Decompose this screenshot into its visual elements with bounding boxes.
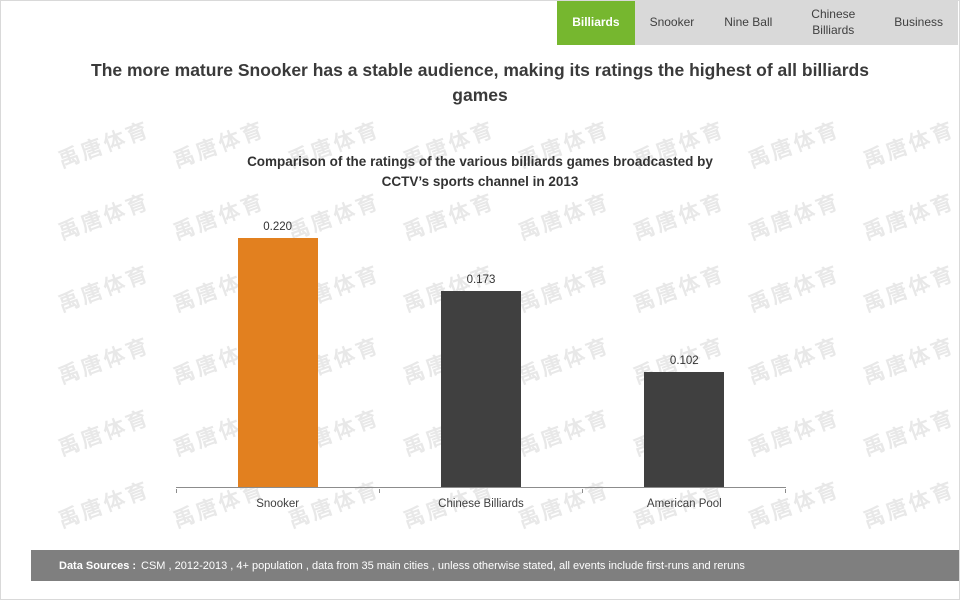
category-label-snooker: Snooker (256, 498, 300, 510)
axis-tick (176, 489, 177, 493)
bar-group-snooker: 0.220 (176, 205, 379, 487)
bar-group-chinese-billiards: 0.173 (379, 205, 582, 487)
category-axis: Snooker Chinese Billiards American Pool (176, 498, 786, 510)
chart-title-text: Comparison of the ratings of the various… (247, 154, 713, 189)
tab-snooker[interactable]: Snooker (634, 1, 710, 45)
bar-group-american-pool: 0.102 (583, 205, 786, 487)
value-label-snooker: 0.220 (263, 221, 293, 233)
tab-chinese-billiards[interactable]: Chinese Billiards (787, 1, 880, 45)
category-label-american-pool: American Pool (646, 498, 722, 510)
page-headline-text: The more mature Snooker has a stable aud… (91, 60, 869, 106)
tab-billiards[interactable]: Billiards (557, 1, 635, 45)
category-label-chinese-billiards: Chinese Billiards (438, 498, 524, 510)
tab-nine-ball[interactable]: Nine Ball (709, 1, 788, 45)
top-nav: Billiards Snooker Nine Ball Chinese Bill… (557, 1, 958, 45)
axis-tick (379, 489, 380, 493)
value-label-chinese-billiards: 0.173 (466, 274, 496, 286)
value-label-american-pool: 0.102 (669, 355, 699, 367)
data-sources-label: Data Sources : (59, 559, 137, 572)
page-headline: The more mature Snooker has a stable aud… (1, 58, 959, 109)
tab-business[interactable]: Business (879, 1, 958, 45)
bar-snooker (237, 238, 318, 487)
axis-tick (785, 489, 786, 493)
axis-tick (582, 489, 583, 493)
chart-title: Comparison of the ratings of the various… (1, 152, 959, 191)
bar-chinese-billiards (440, 291, 521, 487)
data-sources-bar: Data Sources : CSM , 2012-2013 , 4+ popu… (31, 550, 959, 581)
data-sources-text: CSM , 2012-2013 , 4+ population , data f… (141, 559, 745, 572)
bar-american-pool (644, 372, 725, 487)
bar-chart: 0.220 0.173 0.102 (176, 205, 786, 488)
